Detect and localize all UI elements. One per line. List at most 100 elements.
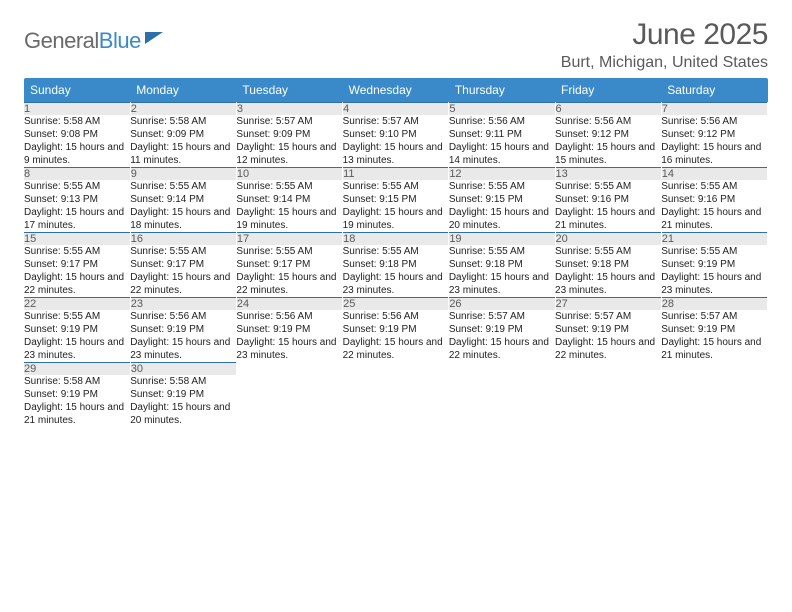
daylight-line: Daylight: 15 hours and 20 minutes. (130, 401, 236, 427)
day-number-cell: 28 (661, 298, 767, 311)
day-number-cell: 12 (449, 168, 555, 181)
day-info-cell: Sunrise: 5:55 AMSunset: 9:18 PMDaylight:… (449, 245, 555, 298)
day-info-cell: Sunrise: 5:56 AMSunset: 9:19 PMDaylight:… (236, 310, 342, 363)
day-number-cell: 16 (130, 233, 236, 246)
sunrise-line: Sunrise: 5:56 AM (236, 310, 342, 323)
day-number-cell: 1 (24, 103, 130, 116)
day-number-cell: 3 (236, 103, 342, 116)
sunrise-line: Sunrise: 5:55 AM (343, 245, 449, 258)
daylight-line: Daylight: 15 hours and 16 minutes. (661, 141, 767, 167)
sunrise-line: Sunrise: 5:57 AM (449, 310, 555, 323)
daylight-line: Daylight: 15 hours and 22 minutes. (555, 336, 661, 362)
day-info-cell: Sunrise: 5:57 AMSunset: 9:19 PMDaylight:… (661, 310, 767, 363)
logo-word2: Blue (99, 28, 141, 53)
sunrise-line: Sunrise: 5:57 AM (661, 310, 767, 323)
sunset-line: Sunset: 9:15 PM (343, 193, 449, 206)
daylight-line: Daylight: 15 hours and 18 minutes. (130, 206, 236, 232)
sunrise-line: Sunrise: 5:55 AM (236, 245, 342, 258)
sunrise-line: Sunrise: 5:57 AM (236, 115, 342, 128)
header: GeneralBlue June 2025 Burt, Michigan, Un… (24, 18, 768, 72)
day-info-cell (661, 375, 767, 427)
day-number-cell: 15 (24, 233, 130, 246)
day-number-cell: 8 (24, 168, 130, 181)
day-info-cell (449, 375, 555, 427)
daylight-line: Daylight: 15 hours and 11 minutes. (130, 141, 236, 167)
daylight-line: Daylight: 15 hours and 23 minutes. (555, 271, 661, 297)
day-info-cell: Sunrise: 5:55 AMSunset: 9:16 PMDaylight:… (555, 180, 661, 233)
sunset-line: Sunset: 9:17 PM (236, 258, 342, 271)
day-info-cell: Sunrise: 5:57 AMSunset: 9:10 PMDaylight:… (343, 115, 449, 168)
day-number-cell (343, 363, 449, 376)
day-info-cell: Sunrise: 5:55 AMSunset: 9:17 PMDaylight:… (130, 245, 236, 298)
sunrise-line: Sunrise: 5:55 AM (24, 180, 130, 193)
sunrise-line: Sunrise: 5:55 AM (24, 245, 130, 258)
week-info-row: Sunrise: 5:55 AMSunset: 9:13 PMDaylight:… (24, 180, 768, 233)
daylight-line: Daylight: 15 hours and 23 minutes. (130, 336, 236, 362)
logo-word1: General (24, 28, 99, 53)
day-info-cell (555, 375, 661, 427)
day-number-cell: 9 (130, 168, 236, 181)
calendar-body: 1234567Sunrise: 5:58 AMSunset: 9:08 PMDa… (24, 103, 768, 428)
day-info-cell (236, 375, 342, 427)
week-daynum-row: 891011121314 (24, 168, 768, 181)
daylight-line: Daylight: 15 hours and 22 minutes. (236, 271, 342, 297)
sunrise-line: Sunrise: 5:56 AM (343, 310, 449, 323)
day-number-cell: 7 (661, 103, 767, 116)
sunset-line: Sunset: 9:19 PM (236, 323, 342, 336)
sunrise-line: Sunrise: 5:58 AM (130, 115, 236, 128)
day-info-cell: Sunrise: 5:55 AMSunset: 9:19 PMDaylight:… (24, 310, 130, 363)
daylight-line: Daylight: 15 hours and 15 minutes. (555, 141, 661, 167)
day-number-cell: 24 (236, 298, 342, 311)
sunset-line: Sunset: 9:17 PM (24, 258, 130, 271)
day-info-cell: Sunrise: 5:56 AMSunset: 9:12 PMDaylight:… (661, 115, 767, 168)
day-number-cell (449, 363, 555, 376)
day-info-cell: Sunrise: 5:55 AMSunset: 9:18 PMDaylight:… (343, 245, 449, 298)
day-info-cell: Sunrise: 5:56 AMSunset: 9:12 PMDaylight:… (555, 115, 661, 168)
day-number-cell: 14 (661, 168, 767, 181)
daylight-line: Daylight: 15 hours and 22 minutes. (130, 271, 236, 297)
logo-triangle-icon (145, 32, 163, 44)
daylight-line: Daylight: 15 hours and 23 minutes. (661, 271, 767, 297)
daylight-line: Daylight: 15 hours and 21 minutes. (661, 206, 767, 232)
sunset-line: Sunset: 9:10 PM (343, 128, 449, 141)
sunrise-line: Sunrise: 5:55 AM (449, 245, 555, 258)
sunrise-line: Sunrise: 5:55 AM (236, 180, 342, 193)
week-info-row: Sunrise: 5:58 AMSunset: 9:08 PMDaylight:… (24, 115, 768, 168)
day-info-cell: Sunrise: 5:58 AMSunset: 9:09 PMDaylight:… (130, 115, 236, 168)
day-info-cell: Sunrise: 5:56 AMSunset: 9:19 PMDaylight:… (343, 310, 449, 363)
daylight-line: Daylight: 15 hours and 9 minutes. (24, 141, 130, 167)
daylight-line: Daylight: 15 hours and 12 minutes. (236, 141, 342, 167)
day-info-cell: Sunrise: 5:56 AMSunset: 9:11 PMDaylight:… (449, 115, 555, 168)
weekday-header: Sunday (24, 78, 130, 103)
week-info-row: Sunrise: 5:55 AMSunset: 9:17 PMDaylight:… (24, 245, 768, 298)
sunrise-line: Sunrise: 5:55 AM (661, 180, 767, 193)
day-number-cell: 20 (555, 233, 661, 246)
sunset-line: Sunset: 9:19 PM (24, 323, 130, 336)
day-number-cell: 26 (449, 298, 555, 311)
week-info-row: Sunrise: 5:58 AMSunset: 9:19 PMDaylight:… (24, 375, 768, 427)
sunrise-line: Sunrise: 5:56 AM (555, 115, 661, 128)
day-number-cell (555, 363, 661, 376)
week-daynum-row: 2930 (24, 363, 768, 376)
weekday-header-row: Sunday Monday Tuesday Wednesday Thursday… (24, 78, 768, 103)
day-number-cell: 10 (236, 168, 342, 181)
day-info-cell: Sunrise: 5:55 AMSunset: 9:15 PMDaylight:… (343, 180, 449, 233)
sunset-line: Sunset: 9:12 PM (661, 128, 767, 141)
day-number-cell: 23 (130, 298, 236, 311)
sunset-line: Sunset: 9:19 PM (449, 323, 555, 336)
day-info-cell: Sunrise: 5:55 AMSunset: 9:18 PMDaylight:… (555, 245, 661, 298)
sunset-line: Sunset: 9:19 PM (24, 388, 130, 401)
day-number-cell: 5 (449, 103, 555, 116)
weekday-header: Wednesday (343, 78, 449, 103)
week-daynum-row: 1234567 (24, 103, 768, 116)
sunset-line: Sunset: 9:19 PM (555, 323, 661, 336)
sunrise-line: Sunrise: 5:55 AM (130, 180, 236, 193)
daylight-line: Daylight: 15 hours and 14 minutes. (449, 141, 555, 167)
sunrise-line: Sunrise: 5:55 AM (343, 180, 449, 193)
sunset-line: Sunset: 9:08 PM (24, 128, 130, 141)
day-info-cell (343, 375, 449, 427)
daylight-line: Daylight: 15 hours and 17 minutes. (24, 206, 130, 232)
sunset-line: Sunset: 9:09 PM (236, 128, 342, 141)
logo-text: GeneralBlue (24, 28, 141, 54)
sunrise-line: Sunrise: 5:56 AM (661, 115, 767, 128)
